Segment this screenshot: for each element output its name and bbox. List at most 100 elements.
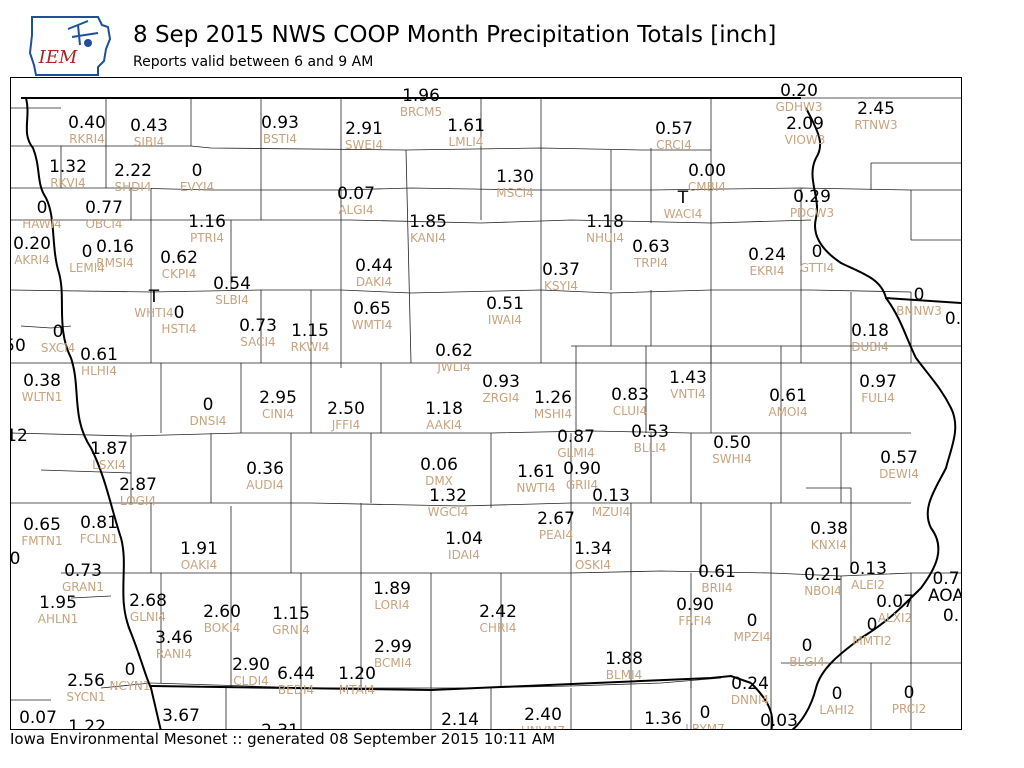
station-id: SLBI4 [215, 293, 249, 307]
station-id: CHRI4 [479, 621, 517, 635]
station-value: 0.06 [420, 455, 458, 475]
station-value: 0.81 [80, 513, 118, 533]
station-id: AMOI4 [768, 405, 808, 419]
station-value: 0.07 [19, 708, 57, 728]
station-id: GDHW3 [775, 100, 823, 114]
station-value: 0.73 [239, 316, 277, 336]
station-value: 0.77 [85, 198, 123, 218]
station-value: 2.56 [67, 671, 105, 691]
station-id: VNTI4 [670, 387, 706, 401]
station-id: BRCM5 [399, 105, 443, 119]
station-id: BRII4 [701, 581, 733, 595]
station-id: DEWI4 [879, 467, 919, 481]
station-id: HLHI4 [81, 364, 117, 378]
station-value: 1.34 [574, 539, 612, 559]
station-value: 1.96 [402, 86, 440, 106]
partial-value: 2.31 [261, 723, 299, 730]
station-value: 0 [81, 242, 93, 262]
station-value: 0 [191, 161, 203, 181]
station-id: MMTI2 [852, 634, 892, 648]
station-value: 0 [202, 395, 214, 415]
station-value: 2.40 [524, 705, 562, 725]
station-value: 1.16 [188, 212, 226, 232]
station-id: GTTI4 [799, 261, 835, 275]
station-id: PRCI2 [891, 702, 927, 716]
station-id: LSXI4 [92, 458, 126, 472]
station-id: BLLI4 [633, 441, 667, 455]
station-id: WGCI4 [427, 505, 469, 519]
station-id: DNSI4 [189, 414, 227, 428]
station-value: 0.63 [632, 237, 670, 257]
station-value: 0 [36, 198, 48, 218]
station-value: 0 [746, 611, 758, 631]
station-value: 0.87 [557, 427, 595, 447]
station-id: GRII4 [565, 478, 599, 492]
station-id: ZRGI4 [482, 391, 520, 405]
station-id: OAKI4 [180, 558, 218, 572]
station-value: 1.04 [445, 529, 483, 549]
map-subtitle: Reports valid between 6 and 9 AM [133, 54, 374, 70]
station-value: 2.67 [537, 509, 575, 529]
partial-value: 50 [11, 336, 26, 356]
station-value: 0.24 [748, 245, 786, 265]
station-id: FMTN1 [21, 534, 63, 548]
station-value: 0.43 [130, 116, 168, 136]
station-value: 0.62 [435, 341, 473, 361]
station-value: 0 [913, 285, 925, 305]
station-id: CLUI4 [612, 404, 648, 418]
station-id: LEMI4 [69, 261, 105, 275]
station-value: 2.90 [232, 655, 270, 675]
station-id: SYCN1 [66, 690, 106, 704]
station-id: SWHI4 [712, 452, 752, 466]
iem-logo: IEM [28, 15, 114, 77]
station-value: 0.36 [246, 459, 284, 479]
partial-value: 0. [942, 606, 960, 626]
station-id: OBCI4 [85, 217, 123, 231]
station-value: 1.61 [447, 116, 485, 136]
partial-value: 3.67 [162, 706, 200, 726]
station-value: 1.85 [409, 212, 447, 232]
station-id: SACI4 [240, 335, 276, 349]
station-value: 0 [811, 242, 823, 262]
station-value: 0.54 [213, 274, 251, 294]
station-id: RKRI4 [69, 132, 105, 146]
station-id: JFFI4 [331, 418, 361, 432]
station-id: NHUI4 [586, 231, 624, 245]
station-value: 0.65 [23, 515, 61, 535]
station-value: 0.65 [353, 299, 391, 319]
station-id: LAHI2 [819, 703, 855, 717]
station-value: 0.57 [880, 448, 918, 468]
station-id: BLMI4 [605, 668, 643, 682]
station-id: IWAI4 [487, 313, 523, 327]
station-id: CKPI4 [161, 267, 197, 281]
partial-value: 0.7 [932, 569, 960, 589]
station-value: 0.07 [876, 592, 914, 612]
partial-value: 0.03 [760, 711, 798, 730]
station-value: 0.29 [793, 187, 831, 207]
partial-value: 1.22 [68, 717, 106, 730]
station-id: MTAI4 [338, 683, 376, 697]
station-value: 2.68 [129, 591, 167, 611]
station-id: EKRI4 [749, 264, 785, 278]
station-value: 1.18 [425, 399, 463, 419]
station-id: AKRI4 [14, 253, 50, 267]
station-value: 1.88 [605, 649, 643, 669]
map-title: 8 Sep 2015 NWS COOP Month Precipitation … [133, 22, 777, 48]
station-value: 0.57 [655, 119, 693, 139]
station-value: 0.61 [769, 386, 807, 406]
station-id: ALEI2 [851, 578, 885, 592]
station-id: RTNW3 [854, 118, 898, 132]
station-value: 1.30 [496, 167, 534, 187]
station-id: UNVM7 [521, 725, 565, 729]
station-value: T [677, 188, 689, 208]
station-id: MSHI4 [533, 407, 573, 421]
station-value: 0.90 [676, 595, 714, 615]
station-value: 1.95 [39, 593, 77, 613]
station-id: ALXI2 [877, 611, 913, 625]
partial-value: 0 [737, 78, 748, 82]
station-value: 2.87 [119, 475, 157, 495]
station-value: 0.07 [337, 184, 375, 204]
partial-value: 2.14 [441, 710, 479, 730]
station-value: 0.61 [80, 345, 118, 365]
station-value: 0.24 [731, 674, 769, 694]
